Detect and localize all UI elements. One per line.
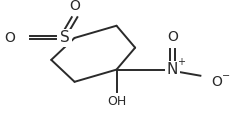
Text: S: S: [60, 30, 70, 45]
Text: O: O: [69, 0, 80, 13]
Text: +: +: [177, 57, 185, 67]
Text: O: O: [4, 31, 15, 45]
Text: OH: OH: [107, 95, 126, 108]
Text: O: O: [211, 75, 222, 89]
Text: −: −: [222, 71, 230, 81]
Text: O: O: [167, 30, 178, 44]
Text: N: N: [167, 62, 178, 77]
